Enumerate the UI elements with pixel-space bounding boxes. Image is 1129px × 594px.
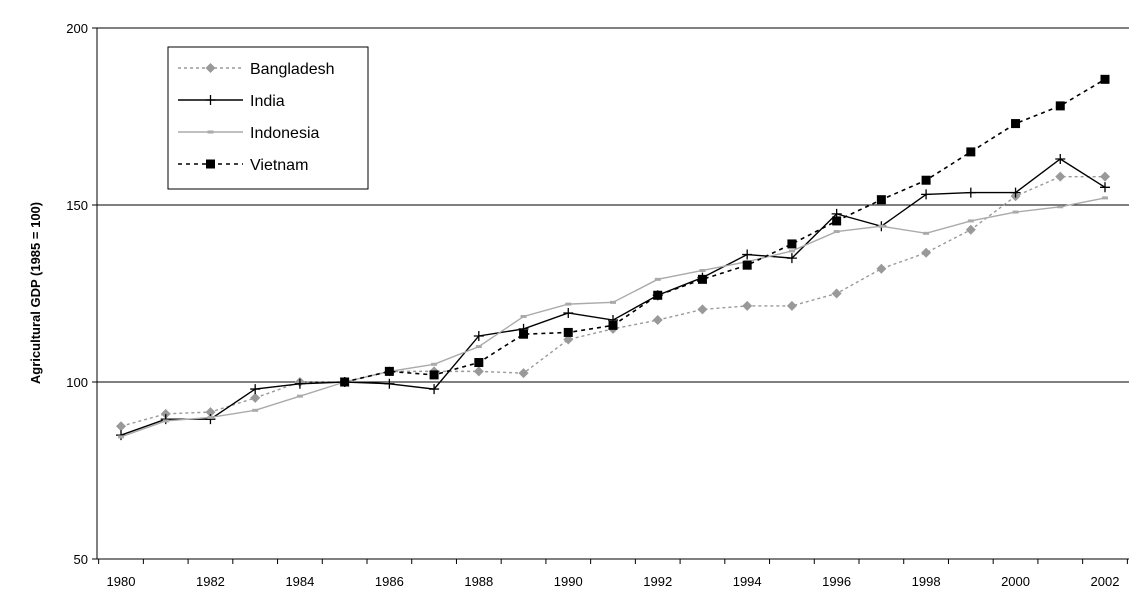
y-tick-label-100: 100 bbox=[66, 375, 88, 390]
legend-item-bangladesh: Bangladesh bbox=[178, 61, 335, 78]
legend-box bbox=[167, 46, 369, 190]
point-india-1998 bbox=[921, 189, 932, 200]
x-tick-label-1992: 1992 bbox=[643, 574, 672, 589]
point-vietnam-1999 bbox=[966, 147, 976, 157]
point-india-2002 bbox=[1100, 182, 1110, 193]
series-line-vietnam bbox=[344, 78, 1106, 383]
point-vietnam-1991 bbox=[608, 320, 618, 330]
point-india-1982 bbox=[205, 414, 216, 425]
legend-item-vietnam: Vietnam bbox=[178, 157, 308, 174]
x-tick-label-1996: 1996 bbox=[822, 574, 851, 589]
legend-marker-vietnam bbox=[206, 159, 215, 169]
point-bangladesh-1992 bbox=[652, 315, 663, 326]
point-bangladesh-1994 bbox=[742, 300, 753, 311]
point-india-1981 bbox=[160, 414, 171, 425]
point-vietnam-1998 bbox=[921, 175, 931, 185]
series-vietnam bbox=[340, 74, 1110, 387]
point-india-2001 bbox=[1055, 153, 1066, 164]
point-vietnam-1993 bbox=[697, 274, 707, 284]
x-axis-ticks: 1980 1982 1984 1986 1988 1990 1992 1994 1996 1998… bbox=[98, 559, 1128, 589]
x-tick-label-1994: 1994 bbox=[733, 574, 762, 589]
point-bangladesh-1988 bbox=[473, 366, 484, 377]
y-tick-label-150: 150 bbox=[66, 198, 88, 213]
point-bangladesh-1997 bbox=[876, 263, 887, 274]
legend-item-india: India bbox=[178, 93, 285, 110]
y-axis-ticks: 50 100 150 200 bbox=[66, 21, 97, 567]
point-vietnam-1996 bbox=[832, 216, 842, 226]
point-india-1986 bbox=[384, 378, 395, 389]
x-tick-label-1988: 1988 bbox=[464, 574, 493, 589]
point-vietnam-1985 bbox=[340, 377, 350, 387]
legend-item-indonesia: Indonesia bbox=[178, 125, 319, 142]
legend-label-india: India bbox=[250, 93, 285, 110]
series-india bbox=[116, 153, 1110, 441]
point-bangladesh-1981 bbox=[160, 408, 171, 419]
point-india-2000 bbox=[1010, 187, 1021, 198]
x-tick-label-1986: 1986 bbox=[375, 574, 404, 589]
point-vietnam-1997 bbox=[876, 195, 886, 205]
point-bangladesh-1990 bbox=[563, 334, 574, 345]
legend-label-indonesia: Indonesia bbox=[250, 125, 319, 142]
point-vietnam-1988 bbox=[474, 358, 484, 368]
point-india-1995 bbox=[786, 253, 797, 264]
point-bangladesh-1982 bbox=[205, 407, 216, 418]
point-vietnam-1990 bbox=[563, 327, 573, 337]
point-india-1990 bbox=[563, 307, 574, 318]
legend-marker-india bbox=[205, 95, 216, 105]
series-layer bbox=[116, 74, 1110, 441]
point-india-1987 bbox=[429, 384, 440, 395]
point-bangladesh-1995 bbox=[786, 300, 797, 311]
x-tick-label-1998: 1998 bbox=[912, 574, 941, 589]
point-india-1984 bbox=[294, 378, 305, 389]
point-bangladesh-1980 bbox=[116, 421, 126, 432]
point-india-1988 bbox=[473, 330, 484, 341]
point-vietnam-1992 bbox=[653, 290, 663, 300]
legend: Bangladesh India Indonesia Vietnam bbox=[167, 46, 369, 190]
point-bangladesh-2001 bbox=[1055, 171, 1066, 182]
x-tick-label-2000: 2000 bbox=[1001, 574, 1030, 589]
series-indonesia bbox=[118, 196, 1108, 439]
point-vietnam-2001 bbox=[1055, 101, 1065, 111]
point-india-1994 bbox=[742, 249, 753, 260]
point-vietnam-1989 bbox=[519, 329, 529, 339]
point-vietnam-1994 bbox=[742, 260, 752, 270]
x-tick-label-1984: 1984 bbox=[285, 574, 314, 589]
y-axis-title: Agricultural GDP (1985 = 100) bbox=[28, 202, 43, 384]
axes bbox=[96, 28, 1129, 560]
point-vietnam-1995 bbox=[787, 239, 797, 249]
legend-label-bangladesh: Bangladesh bbox=[250, 61, 335, 78]
x-tick-label-1980: 1980 bbox=[107, 574, 136, 589]
legend-label-vietnam: Vietnam bbox=[250, 157, 308, 174]
point-india-1983 bbox=[250, 384, 261, 395]
y-tick-label-50: 50 bbox=[74, 552, 88, 567]
gridlines bbox=[97, 27, 1129, 383]
point-vietnam-2000 bbox=[1011, 119, 1021, 129]
point-bangladesh-1998 bbox=[921, 247, 932, 258]
point-vietnam-1987 bbox=[429, 370, 439, 380]
point-bangladesh-1996 bbox=[831, 288, 842, 299]
x-tick-label-2002: 2002 bbox=[1091, 574, 1120, 589]
point-india-1999 bbox=[965, 187, 976, 198]
y-tick-label-200: 200 bbox=[66, 21, 88, 36]
point-bangladesh-1999 bbox=[965, 224, 976, 235]
point-vietnam-2002 bbox=[1100, 74, 1110, 84]
x-tick-label-1990: 1990 bbox=[554, 574, 583, 589]
point-bangladesh-1993 bbox=[697, 304, 708, 315]
point-bangladesh-1983 bbox=[250, 392, 261, 403]
legend-marker-bangladesh bbox=[205, 63, 216, 73]
x-tick-label-1982: 1982 bbox=[196, 574, 225, 589]
point-vietnam-1986 bbox=[384, 366, 394, 376]
point-bangladesh-1989 bbox=[518, 368, 529, 379]
point-bangladesh-2002 bbox=[1100, 171, 1110, 182]
